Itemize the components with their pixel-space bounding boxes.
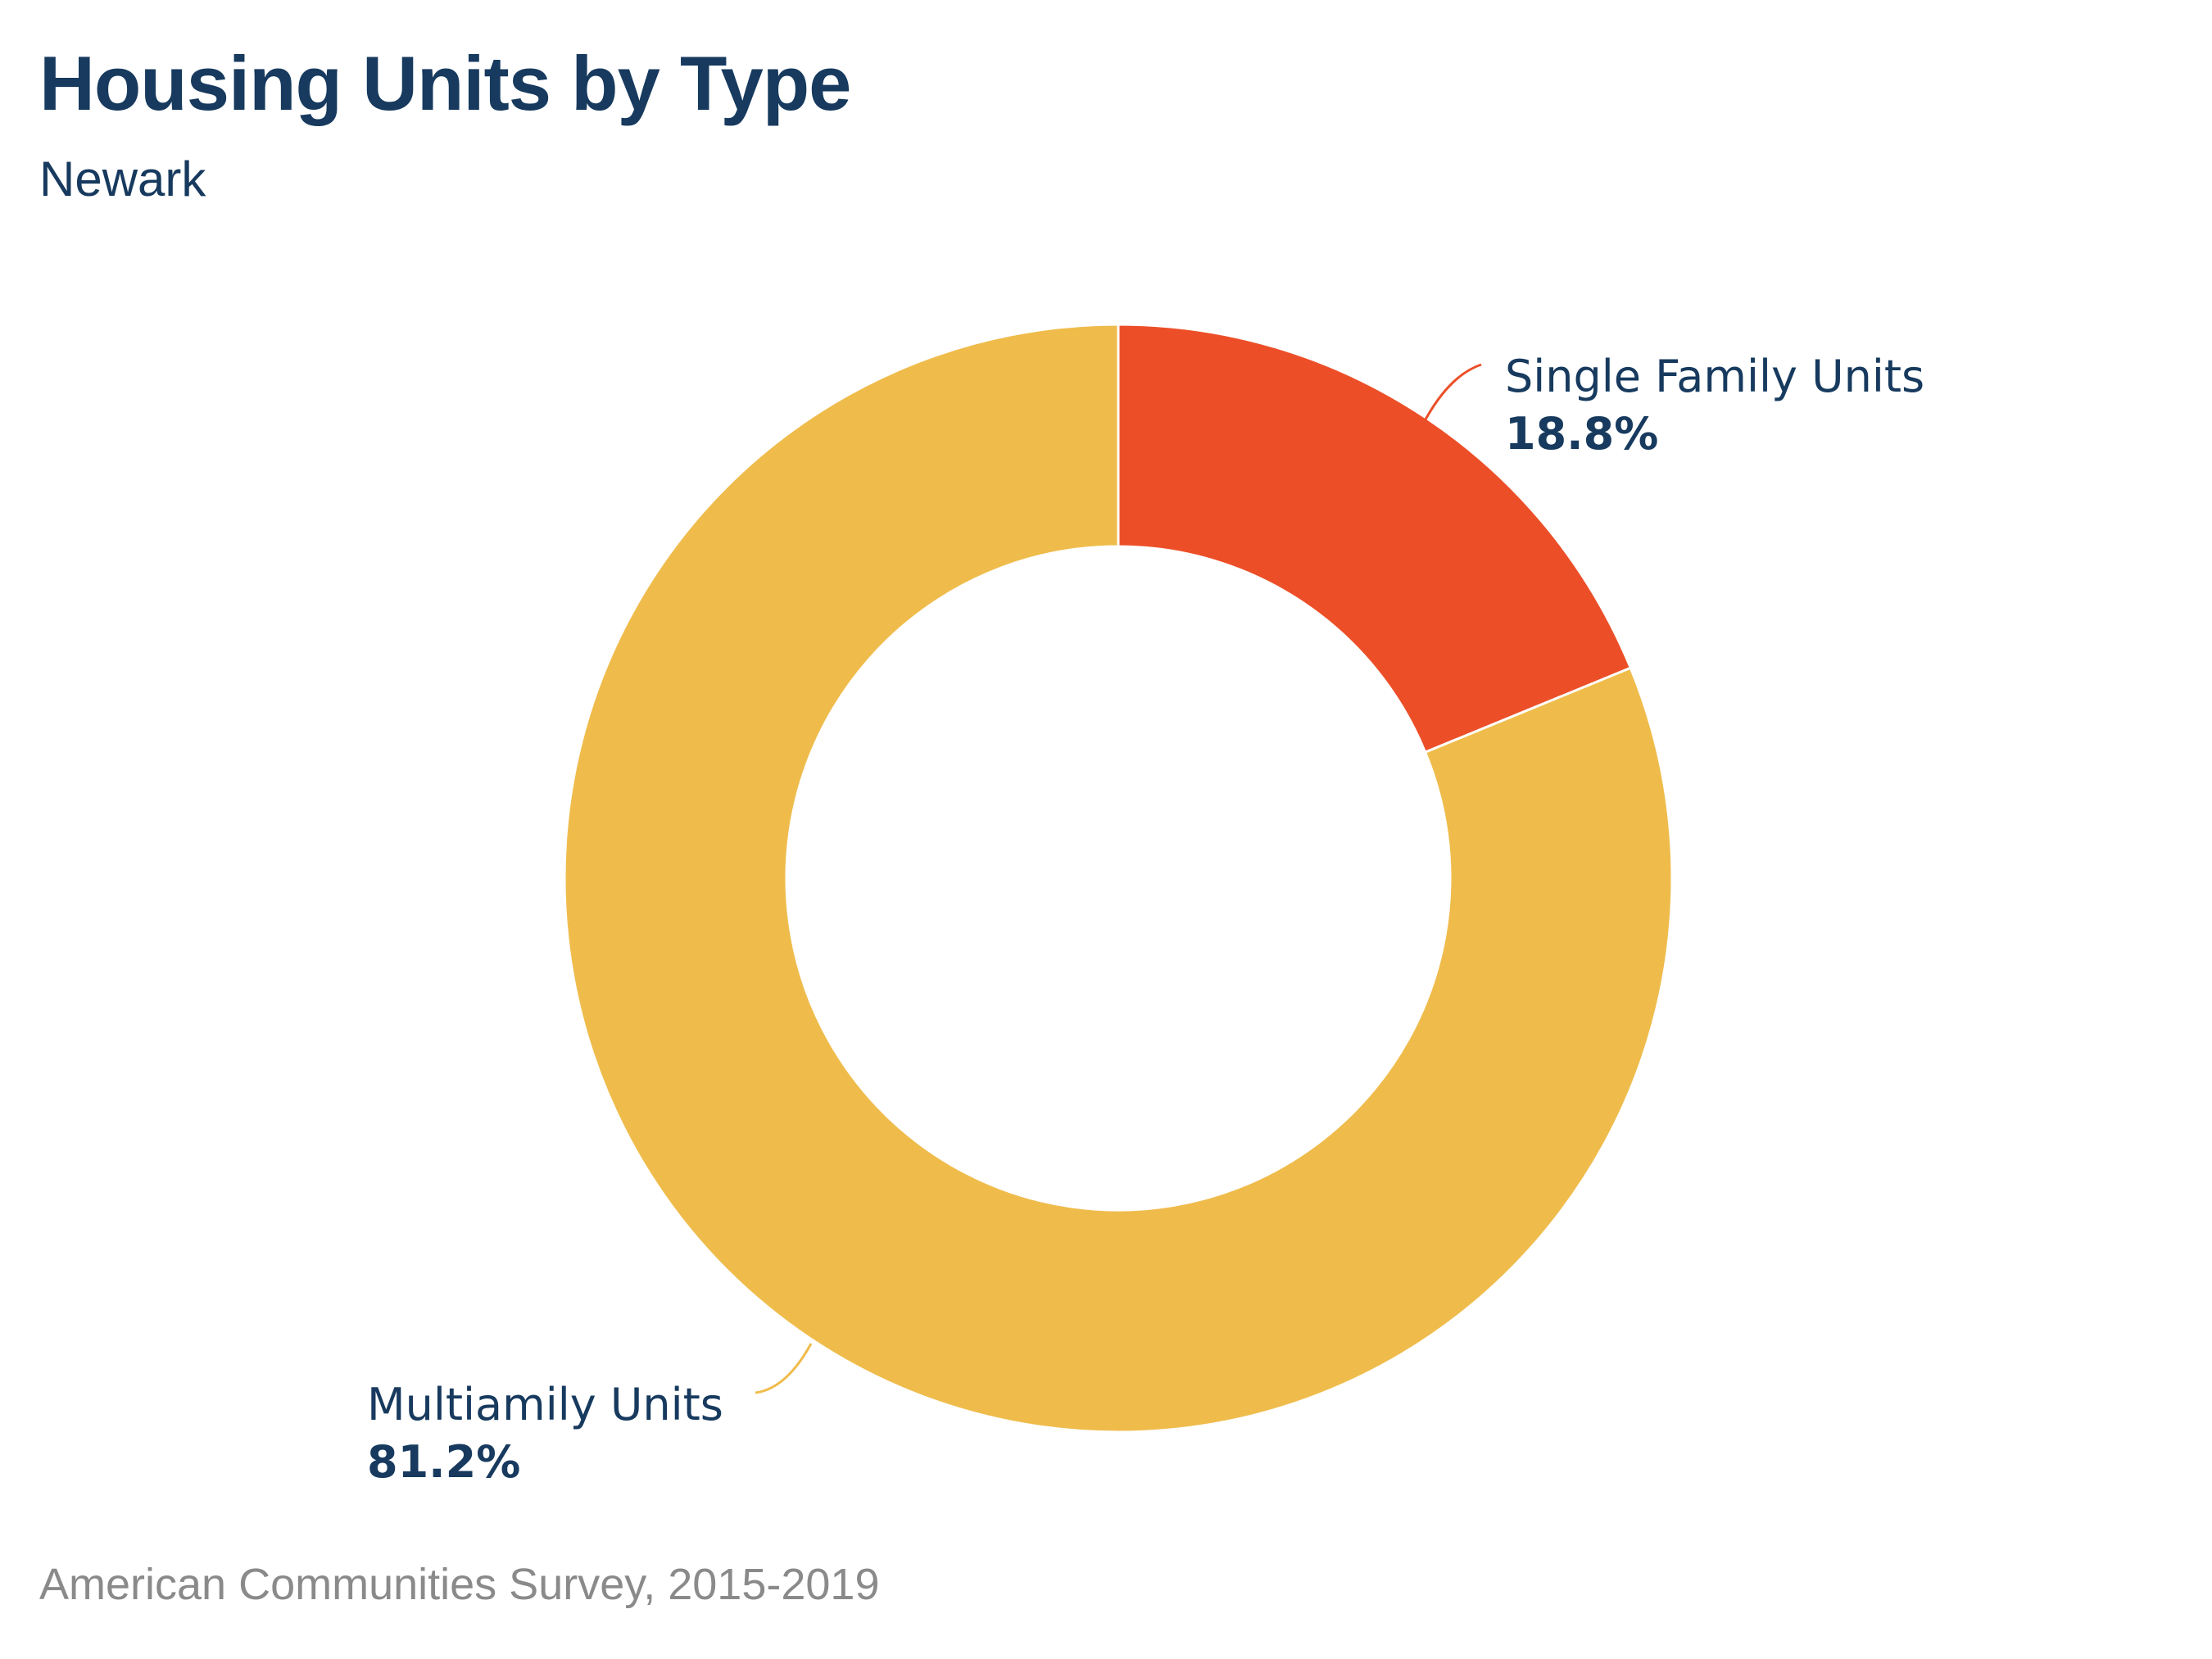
leader-line-multifamily bbox=[755, 1343, 813, 1394]
source-note: American Communities Survey, 2015-2019 bbox=[39, 1560, 880, 1609]
slice-value-multifamily: 81.2% bbox=[367, 1436, 520, 1488]
slice-label-multifamily: Multiamily Units bbox=[367, 1379, 723, 1430]
leader-line-single-family bbox=[1424, 363, 1482, 420]
slice-value-single-family: 18.8% bbox=[1505, 408, 1658, 460]
donut-slice-single-family bbox=[1117, 323, 1633, 755]
chart-subtitle: Newark bbox=[39, 152, 206, 206]
donut-slice-multifamily bbox=[563, 323, 1674, 1434]
slice-label-single-family: Single Family Units bbox=[1505, 351, 1924, 402]
donut-slices bbox=[563, 323, 1674, 1434]
chart-title: Housing Units by Type bbox=[39, 40, 851, 126]
